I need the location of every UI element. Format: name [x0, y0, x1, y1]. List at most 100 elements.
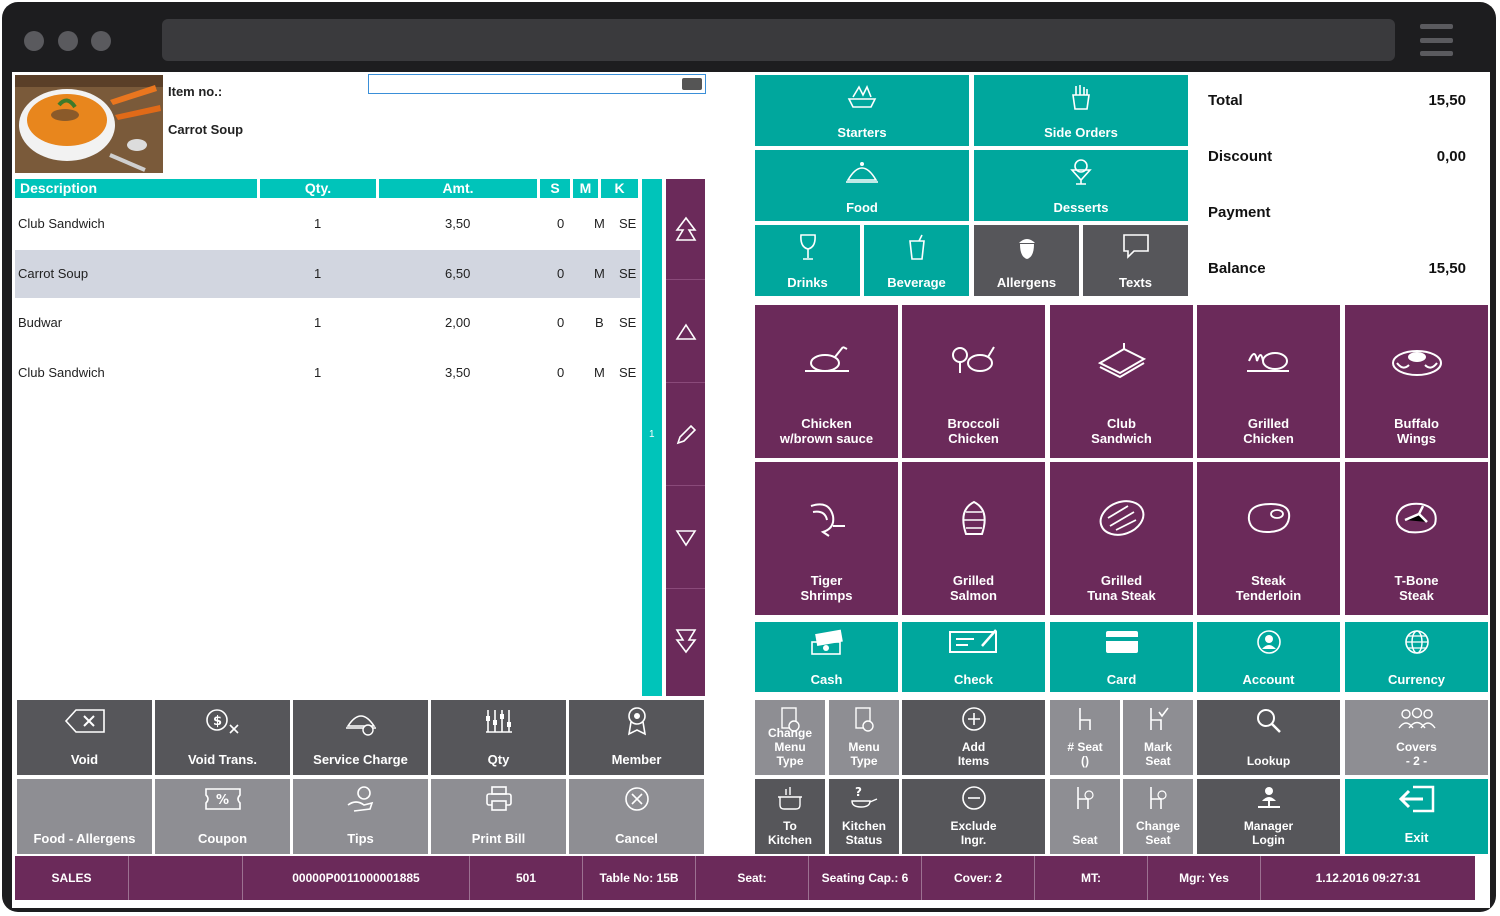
- col-amt[interactable]: Amt.: [379, 179, 537, 198]
- col-s[interactable]: S: [540, 179, 570, 198]
- fries-icon: [1072, 85, 1090, 110]
- salmon-icon: [902, 498, 1045, 538]
- covers-button[interactable]: Covers - 2 -: [1345, 700, 1488, 775]
- edit-pencil-icon[interactable]: [666, 385, 705, 486]
- menu-item-label: Broccoli Chicken: [947, 416, 1000, 446]
- category-side-orders[interactable]: Side Orders: [974, 75, 1188, 146]
- col-qty[interactable]: Qty.: [260, 179, 376, 198]
- pay-card-button[interactable]: Card: [1050, 622, 1193, 692]
- address-bar[interactable]: [162, 19, 1395, 61]
- tbone-icon: [1345, 498, 1488, 538]
- table-row-selected[interactable]: Carrot Soup 1 6,50 0 M SE: [15, 250, 640, 298]
- category-label: Allergens: [996, 275, 1057, 290]
- table-row[interactable]: Budwar 1 2,00 0 B SE: [15, 299, 640, 347]
- cell-amt: 3,50: [445, 365, 471, 380]
- col-m[interactable]: M: [573, 179, 598, 198]
- category-starters[interactable]: Starters: [755, 75, 969, 146]
- category-beverage[interactable]: Beverage: [864, 225, 969, 296]
- void-button[interactable]: Void: [17, 700, 152, 775]
- scroll-bottom-icon[interactable]: [666, 591, 705, 691]
- table-row[interactable]: Club Sandwich 1 3,50 0 M SE: [15, 349, 640, 397]
- add-items-button[interactable]: Add Items: [902, 700, 1045, 775]
- payment-row: Payment: [1208, 204, 1476, 221]
- menu-item-button[interactable]: Club Sandwich: [1050, 305, 1193, 458]
- category-allergens[interactable]: Allergens: [974, 225, 1079, 296]
- menu-type-button[interactable]: Menu Type: [829, 700, 899, 775]
- item-number-input[interactable]: [368, 74, 706, 94]
- menu-item-button[interactable]: Grilled Tuna Steak: [1050, 462, 1193, 615]
- table-scrollbar[interactable]: 1: [642, 179, 662, 696]
- pot-icon: [778, 787, 802, 810]
- member-button[interactable]: Member: [569, 700, 704, 775]
- seat-label: Seat: [1072, 833, 1098, 847]
- cell-desc: Carrot Soup: [18, 266, 89, 281]
- item-photo: [15, 75, 163, 173]
- pay-cash-button[interactable]: Cash: [755, 622, 898, 692]
- category-texts[interactable]: Texts: [1083, 225, 1188, 296]
- col-description[interactable]: Description: [15, 179, 257, 198]
- category-drinks[interactable]: Drinks: [755, 225, 860, 296]
- pay-currency-button[interactable]: Currency: [1345, 622, 1488, 692]
- qty-button[interactable]: Qty: [431, 700, 566, 775]
- menu-item-button[interactable]: Broccoli Chicken: [902, 305, 1045, 458]
- category-label: Food: [846, 200, 878, 215]
- seat-number-button[interactable]: # Seat (): [1050, 700, 1120, 775]
- change-menu-type-button[interactable]: Change Menu Type: [755, 700, 825, 775]
- category-desserts[interactable]: Desserts: [974, 150, 1188, 221]
- menu-item-button[interactable]: T-Bone Steak: [1345, 462, 1488, 615]
- total-row: Total 15,50: [1208, 92, 1476, 109]
- cell-s: 0: [557, 365, 565, 380]
- menu-item-button[interactable]: Grilled Salmon: [902, 462, 1045, 615]
- chair-coin-icon: [1077, 787, 1094, 809]
- status-mt: MT:: [1035, 856, 1148, 900]
- exit-arrow-icon: [1398, 785, 1434, 813]
- food-allergens-button[interactable]: Food - Allergens: [17, 779, 152, 854]
- pay-account-button[interactable]: Account: [1197, 622, 1340, 692]
- scroll-top-icon[interactable]: [666, 179, 705, 280]
- svg-text:?: ?: [855, 785, 862, 799]
- to-kitchen-button[interactable]: To Kitchen: [755, 779, 825, 854]
- total-value: 15,50: [1428, 92, 1466, 109]
- menu-item-button[interactable]: Tiger Shrimps: [755, 462, 898, 615]
- scroll-down-icon[interactable]: [666, 488, 705, 589]
- change-seat-button[interactable]: Change Seat: [1123, 779, 1193, 854]
- exclude-ingr-button[interactable]: Exclude Ingr.: [902, 779, 1045, 854]
- menu-item-button[interactable]: Chicken w/brown sauce: [755, 305, 898, 458]
- print-bill-button[interactable]: Print Bill: [431, 779, 566, 854]
- menu-item-button[interactable]: Buffalo Wings: [1345, 305, 1488, 458]
- pay-check-button[interactable]: Check: [902, 622, 1045, 692]
- category-label: Beverage: [887, 275, 946, 290]
- tips-button[interactable]: Tips: [293, 779, 428, 854]
- exit-button[interactable]: Exit: [1345, 779, 1488, 854]
- coupon-button[interactable]: % Coupon: [155, 779, 290, 854]
- table-row[interactable]: Club Sandwich 1 3,50 0 M SE: [15, 200, 640, 248]
- credit-card-icon: [1105, 631, 1138, 653]
- void-trans-button[interactable]: $ Void Trans.: [155, 700, 290, 775]
- scroll-up-icon[interactable]: [666, 282, 705, 383]
- menu-item-button[interactable]: Steak Tenderloin: [1197, 462, 1340, 615]
- hamburger-menu-icon[interactable]: [1420, 24, 1453, 56]
- cancel-button[interactable]: Cancel: [569, 779, 704, 854]
- manager-login-button[interactable]: Manager Login: [1197, 779, 1340, 854]
- service-charge-label: Service Charge: [313, 752, 408, 767]
- service-charge-button[interactable]: Service Charge: [293, 700, 428, 775]
- member-label: Member: [611, 752, 662, 767]
- category-label: Desserts: [1053, 200, 1109, 215]
- category-food[interactable]: Food: [755, 150, 969, 221]
- seat-button[interactable]: Seat: [1050, 779, 1120, 854]
- tuna-steak-icon: [1050, 498, 1193, 538]
- nav-column: [666, 179, 705, 696]
- kitchen-status-button[interactable]: ? Kitchen Status: [829, 779, 899, 854]
- category-label: Starters: [837, 125, 887, 140]
- change-seat-label: Change Seat: [1135, 819, 1180, 847]
- col-k[interactable]: K: [601, 179, 638, 198]
- check-cheque-icon: [948, 629, 997, 653]
- covers-label: Covers - 2 -: [1396, 740, 1437, 768]
- cell-s: 0: [557, 315, 565, 330]
- cell-qty: 1: [314, 365, 322, 380]
- cloche-dollar-icon: [345, 715, 376, 736]
- lookup-button[interactable]: Lookup: [1197, 700, 1340, 775]
- keyboard-icon[interactable]: [682, 78, 702, 90]
- mark-seat-button[interactable]: Mark Seat: [1123, 700, 1193, 775]
- menu-item-button[interactable]: Grilled Chicken: [1197, 305, 1340, 458]
